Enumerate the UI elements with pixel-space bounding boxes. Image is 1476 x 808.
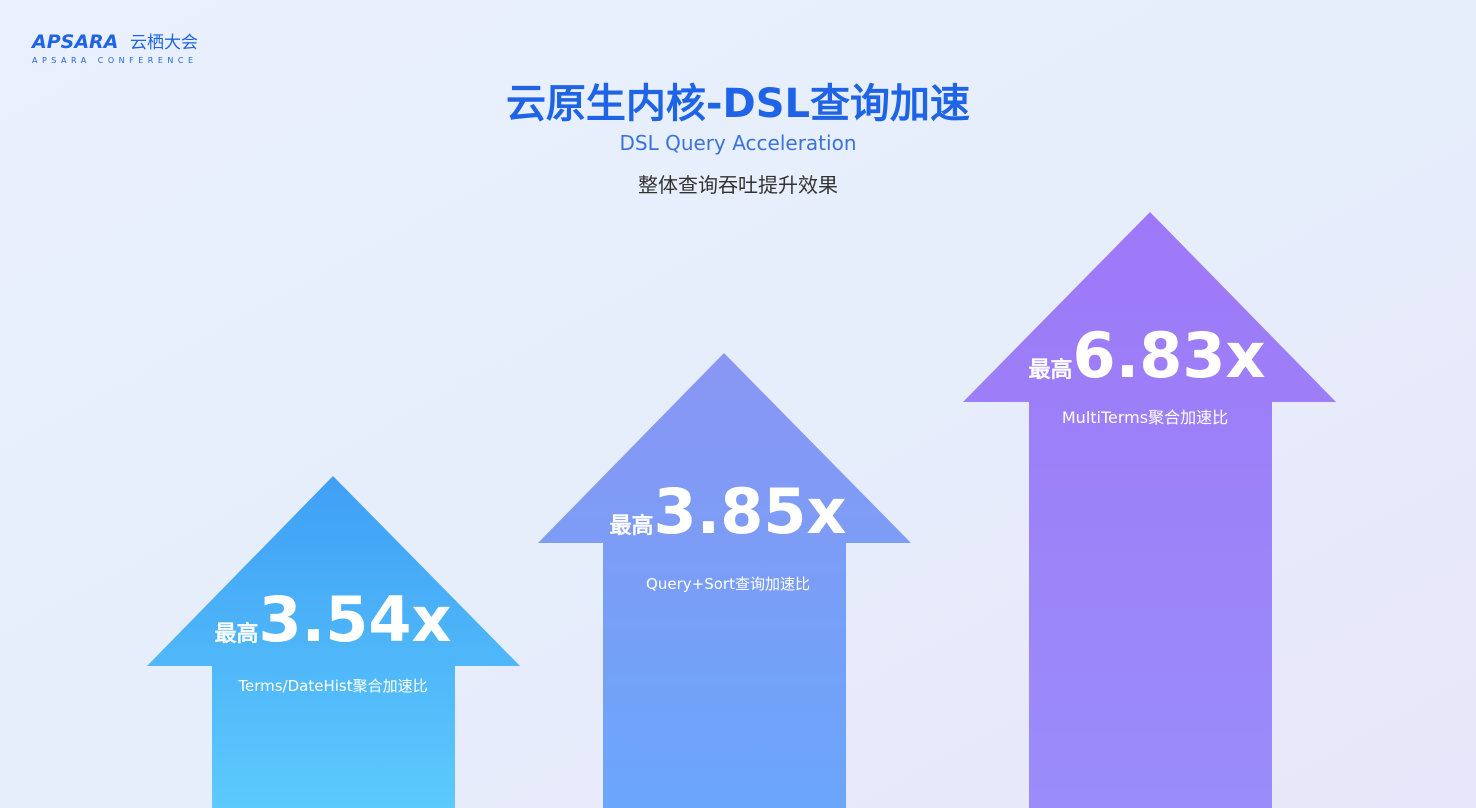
arrow	[538, 353, 911, 808]
arrow-label: Query+Sort查询加速比	[646, 575, 810, 593]
arrow-label: Terms/DateHist聚合加速比	[237, 677, 427, 695]
arrow	[963, 212, 1336, 808]
value: 6.83x	[1073, 319, 1266, 392]
prefix: 最高	[1029, 357, 1073, 383]
prefix: 最高	[610, 513, 654, 539]
logo-sub: APSARA CONFERENCE	[32, 56, 198, 65]
speedup: 最高3.54x	[215, 583, 452, 656]
arrow	[147, 476, 520, 808]
speedup: 最高6.83x	[1029, 319, 1266, 392]
value: 3.54x	[259, 583, 452, 656]
speedup: 最高3.85x	[610, 475, 847, 548]
value: 3.85x	[654, 475, 847, 548]
prefix: 最高	[215, 621, 259, 647]
subtitle: DSL Query Acceleration	[619, 131, 856, 155]
logo-cn: 云栖大会	[130, 33, 198, 53]
logo: APSARA	[30, 31, 118, 53]
title: 云原生内核-DSL查询加速	[506, 81, 970, 127]
caption: 整体查询吞吐提升效果	[638, 173, 838, 197]
arrow-label: MultiTerms聚合加速比	[1062, 408, 1228, 427]
